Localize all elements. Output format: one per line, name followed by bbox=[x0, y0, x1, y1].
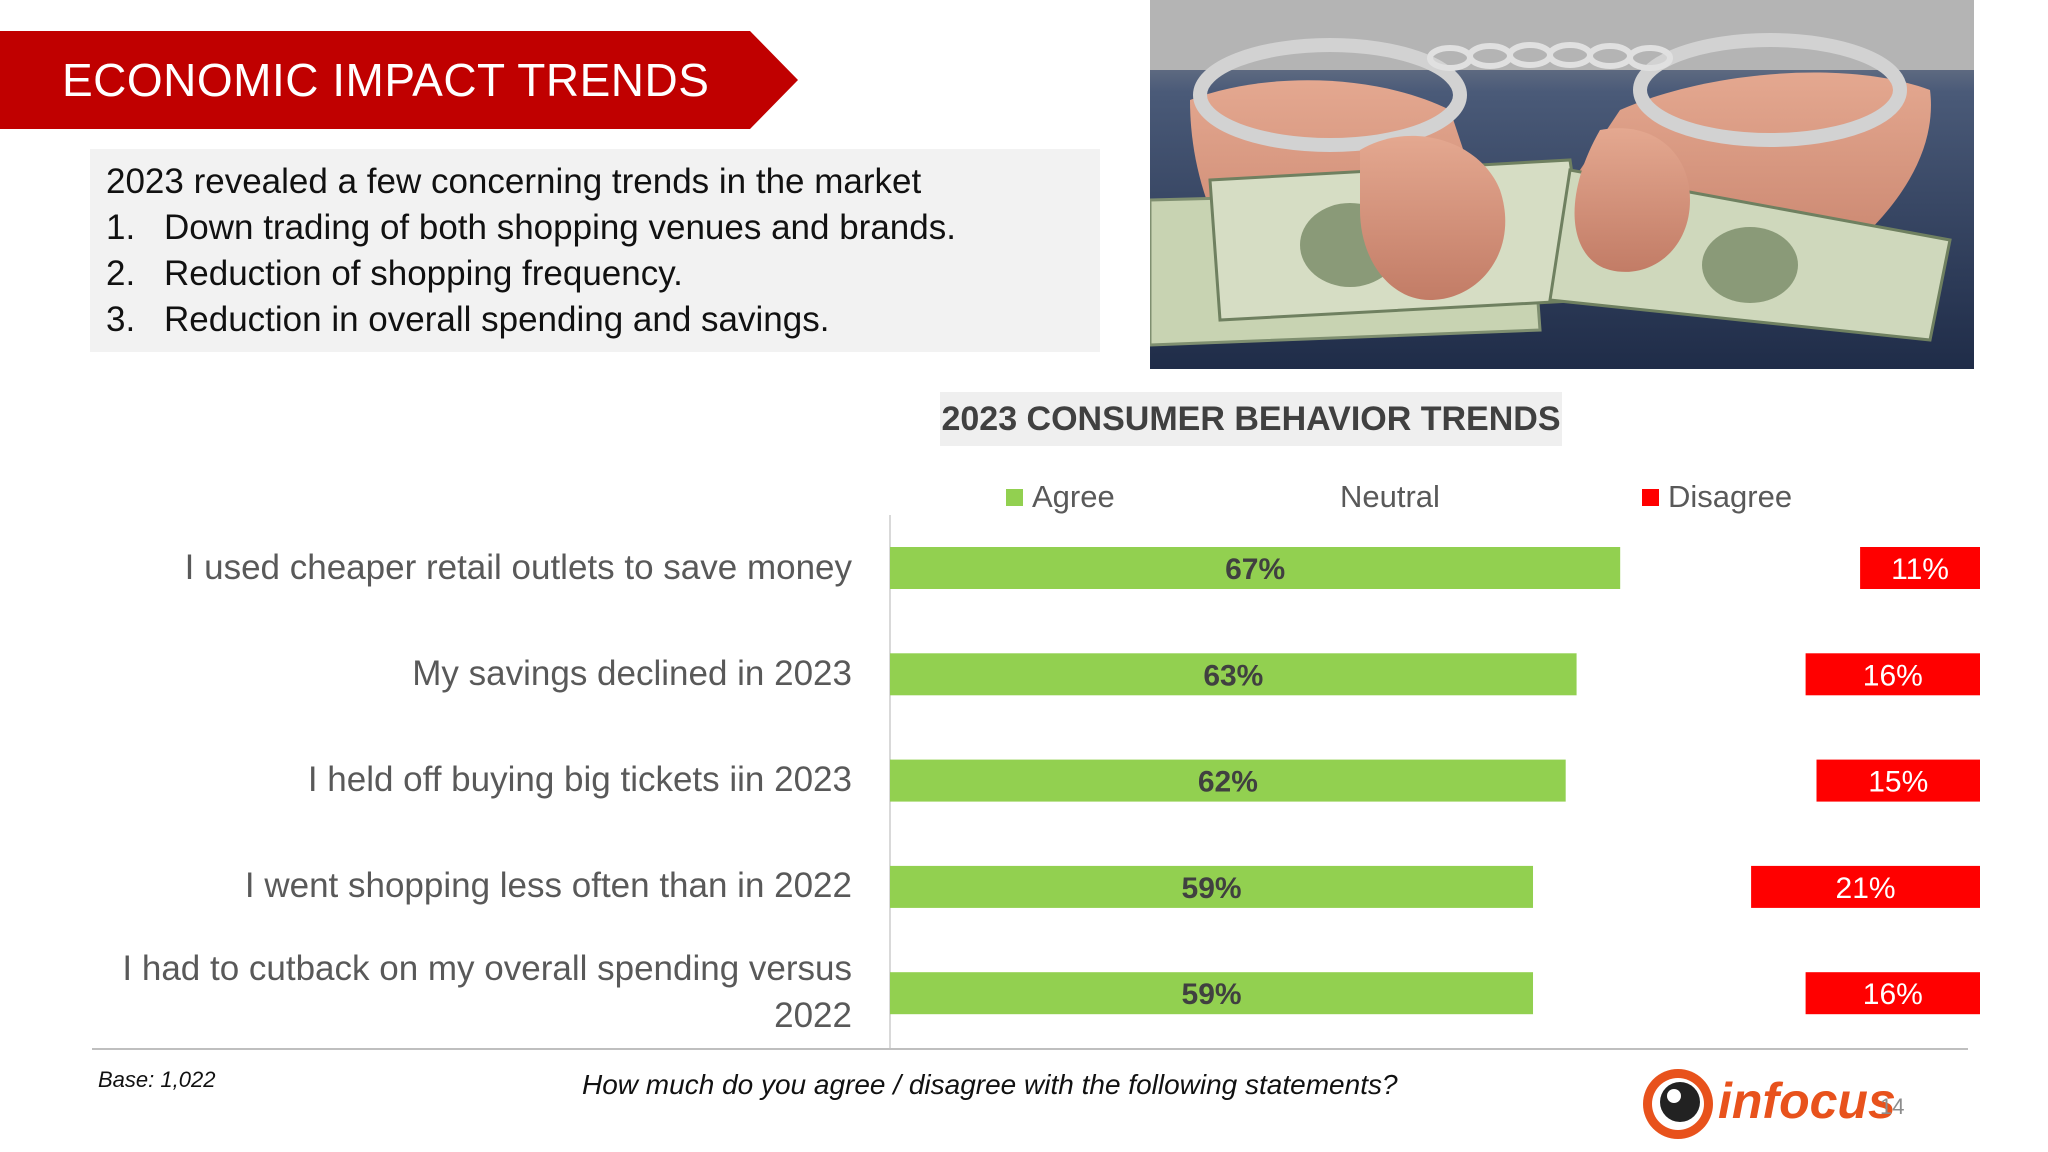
data-label-agree: 59% bbox=[1182, 872, 1242, 905]
data-label-disagree: 15% bbox=[1868, 766, 1928, 799]
bar-agree bbox=[890, 759, 1566, 802]
intro-list: 1. Down trading of both shopping venues a… bbox=[106, 205, 1084, 343]
data-label-disagree: 11% bbox=[1891, 553, 1949, 586]
data-label-disagree: 21% bbox=[1836, 872, 1896, 905]
bar-disagree bbox=[1805, 972, 1980, 1015]
legend-swatch-disagree bbox=[1642, 488, 1659, 506]
category-label: I went shopping less often than in 2022 bbox=[244, 866, 852, 905]
category-label: I had to cutback on my overall spending … bbox=[122, 949, 852, 1035]
data-label-agree: 59% bbox=[1182, 978, 1242, 1011]
legend-swatch-agree bbox=[1006, 488, 1023, 506]
intro-item: 1. Down trading of both shopping venues a… bbox=[106, 205, 1084, 251]
bar-disagree bbox=[1805, 653, 1980, 696]
intro-item-text: Down trading of both shopping venues and… bbox=[164, 208, 956, 247]
bar-agree bbox=[890, 547, 1621, 589]
bar-neutral bbox=[1533, 972, 1806, 1015]
legend-item-agree: Agree bbox=[1006, 475, 1115, 519]
logo-wordmark: infocus bbox=[1718, 1073, 1896, 1129]
bar-agree bbox=[890, 653, 1577, 696]
data-label-agree: 63% bbox=[1203, 659, 1263, 692]
base-note: Base: 1,022 bbox=[98, 1067, 216, 1092]
bar-neutral bbox=[1565, 759, 1817, 802]
page-number: 14 bbox=[1880, 1094, 1905, 1119]
data-label-agree: 67% bbox=[1225, 553, 1285, 586]
title-banner bbox=[0, 31, 798, 129]
bar-agree bbox=[890, 865, 1534, 908]
footer-divider bbox=[92, 1048, 1968, 1050]
bar-disagree bbox=[1860, 547, 1980, 589]
survey-question: How much do you agree / disagree with th… bbox=[582, 1069, 1398, 1100]
data-label-agree: 62% bbox=[1198, 766, 1258, 799]
intro-item: 3. Reduction in overall spending and savi… bbox=[106, 297, 1084, 343]
legend-item-disagree: Disagree bbox=[1642, 475, 1792, 519]
intro-item: 2. Reduction of shopping frequency. bbox=[106, 251, 1084, 297]
legend-item-neutral: Neutral bbox=[1340, 475, 1440, 519]
bar-agree bbox=[890, 972, 1534, 1015]
data-label-disagree: 16% bbox=[1863, 978, 1923, 1011]
shirt bbox=[1150, 0, 1974, 70]
intro-item-text: Reduction in overall spending and saving… bbox=[164, 300, 830, 339]
handcuff-chain bbox=[1427, 42, 1673, 71]
category-label: I used cheaper retail outlets to save mo… bbox=[184, 548, 852, 587]
data-label-disagree: 16% bbox=[1863, 659, 1923, 692]
fingers bbox=[1360, 135, 1506, 300]
intro-box: 2023 revealed a few concerning trends in… bbox=[90, 149, 1100, 352]
legend-label: Neutral bbox=[1340, 479, 1440, 514]
intro-item-text: Reduction of shopping frequency. bbox=[164, 254, 683, 293]
bar-neutral bbox=[1533, 865, 1752, 908]
page-title: ECONOMIC IMPACT TRENDS bbox=[62, 54, 710, 106]
infocus-logo-icon bbox=[1643, 1069, 1713, 1139]
left-handcuff bbox=[1193, 38, 1467, 152]
intro-item-number: 2. bbox=[106, 254, 136, 293]
banner-shape bbox=[0, 31, 798, 129]
category-label: My savings declined in 2023 bbox=[412, 654, 852, 693]
category-label: I held off buying big tickets iin 2023 bbox=[307, 760, 852, 799]
handcuffed-hands-with-dollar-bills-photo bbox=[1150, 0, 1974, 369]
bar-disagree bbox=[1816, 759, 1980, 802]
bar-neutral bbox=[1620, 547, 1861, 589]
intro-item-number: 1. bbox=[106, 208, 136, 247]
intro-item-number: 3. bbox=[106, 300, 136, 339]
chart-title: 2023 CONSUMER BEHAVIOR TRENDS bbox=[940, 392, 1562, 446]
legend-label: Agree bbox=[1032, 479, 1115, 514]
fingers-right bbox=[1574, 128, 1690, 272]
intro-heading: 2023 revealed a few concerning trends in… bbox=[106, 162, 922, 201]
legend-label: Disagree bbox=[1668, 479, 1793, 514]
bar-disagree bbox=[1751, 865, 1980, 908]
right-handcuff bbox=[1633, 33, 1907, 147]
bar-neutral bbox=[1576, 653, 1806, 696]
